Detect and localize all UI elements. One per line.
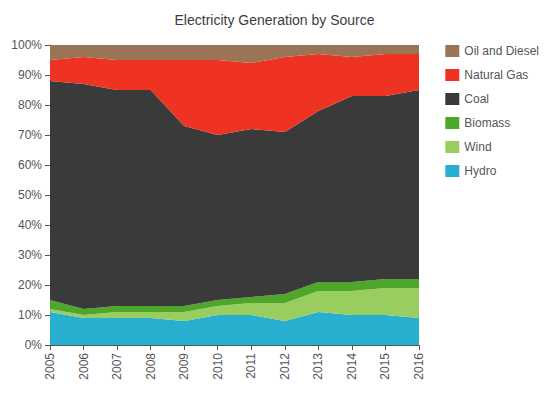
svg-text:2005: 2005 <box>43 353 57 380</box>
svg-text:Wind: Wind <box>464 140 491 154</box>
svg-text:40%: 40% <box>18 218 42 232</box>
svg-text:100%: 100% <box>11 38 42 52</box>
svg-text:2014: 2014 <box>345 353 359 380</box>
svg-text:2013: 2013 <box>311 353 325 380</box>
svg-text:20%: 20% <box>18 278 42 292</box>
svg-text:2008: 2008 <box>144 353 158 380</box>
svg-text:10%: 10% <box>18 308 42 322</box>
svg-text:Natural Gas: Natural Gas <box>464 68 528 82</box>
svg-text:2012: 2012 <box>278 353 292 380</box>
svg-text:2009: 2009 <box>177 353 191 380</box>
svg-text:Coal: Coal <box>464 92 489 106</box>
svg-text:Oil and Diesel: Oil and Diesel <box>464 44 539 58</box>
svg-text:Hydro: Hydro <box>464 164 496 178</box>
svg-text:90%: 90% <box>18 68 42 82</box>
svg-text:2010: 2010 <box>211 353 225 380</box>
svg-text:2006: 2006 <box>77 353 91 380</box>
svg-text:Electricity Generation by Sour: Electricity Generation by Source <box>175 12 375 28</box>
svg-text:50%: 50% <box>18 188 42 202</box>
svg-text:80%: 80% <box>18 98 42 112</box>
svg-text:2016: 2016 <box>412 353 426 380</box>
svg-text:70%: 70% <box>18 128 42 142</box>
svg-text:0%: 0% <box>25 338 43 352</box>
svg-text:60%: 60% <box>18 158 42 172</box>
svg-text:30%: 30% <box>18 248 42 262</box>
svg-text:2011: 2011 <box>244 353 258 379</box>
svg-text:Biomass: Biomass <box>464 116 510 130</box>
svg-text:2015: 2015 <box>378 353 392 380</box>
svg-text:2007: 2007 <box>110 353 124 380</box>
